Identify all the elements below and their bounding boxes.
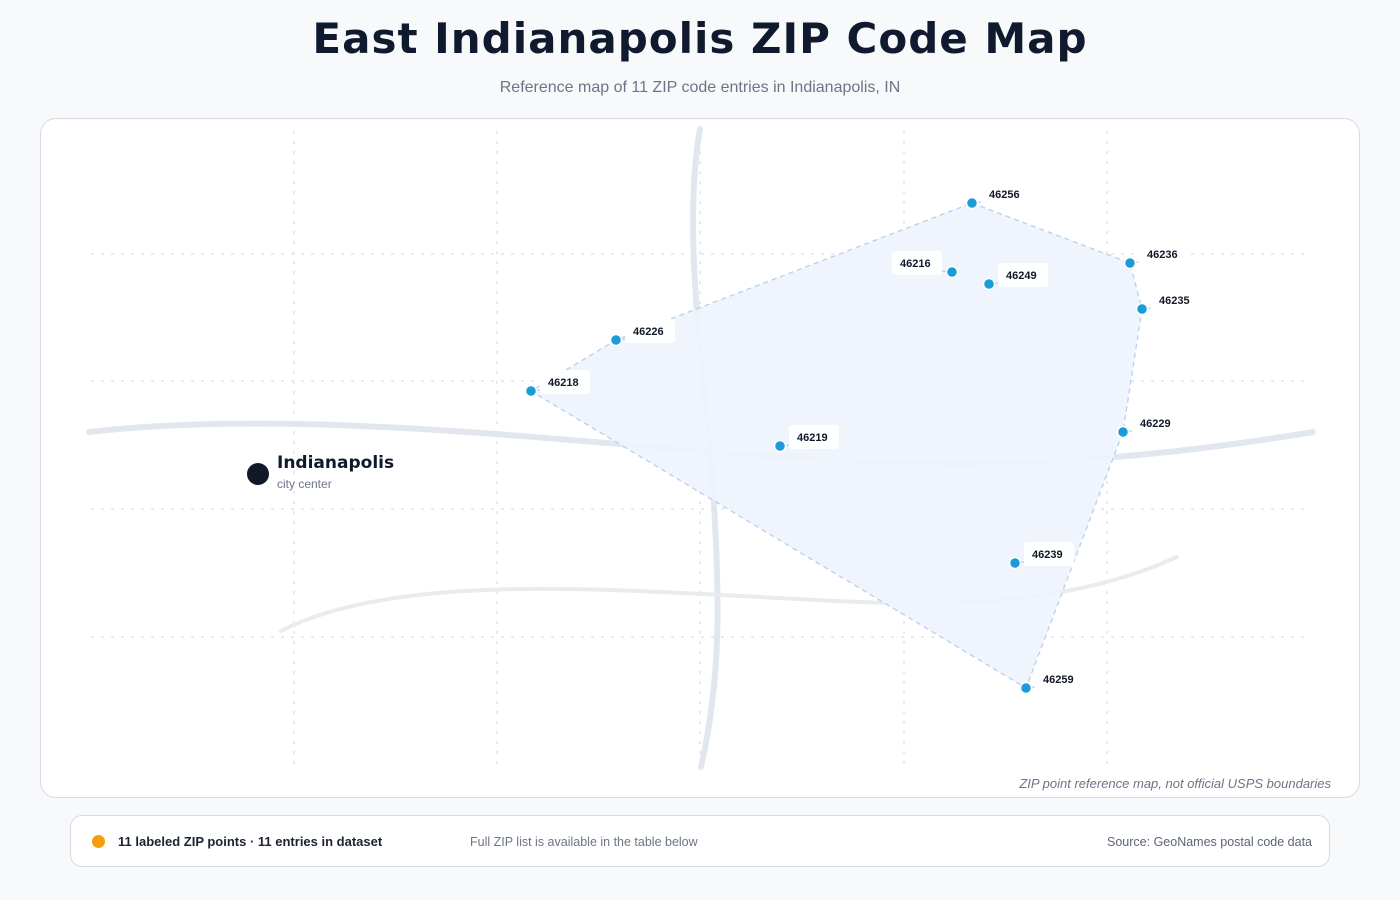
zip-label-box: [1035, 667, 1085, 691]
zip-label-box: [1024, 542, 1074, 566]
zip-label: 46236: [1147, 249, 1178, 261]
zip-point-marker: [965, 196, 979, 210]
map-canvas[interactable]: Indianapolis city center 46256 46236 46216…: [41, 119, 1359, 797]
zip-point-marker: [1135, 302, 1149, 316]
zip-point[interactable]: 46249: [982, 263, 1049, 291]
zip-point[interactable]: 46259: [1019, 667, 1086, 695]
zip-point-marker: [945, 265, 959, 279]
city-sub-label: city center: [277, 477, 332, 491]
zip-point-marker: [524, 384, 538, 398]
zip-label-box: [1151, 288, 1201, 312]
zip-label: 46218: [548, 377, 579, 389]
zip-label: 46219: [797, 432, 828, 444]
zip-point[interactable]: 46216: [892, 251, 959, 279]
zip-label: 46239: [1032, 549, 1063, 561]
zip-point-marker: [982, 277, 996, 291]
zip-label-box: [981, 182, 1031, 206]
zip-point[interactable]: 46235: [1135, 288, 1202, 316]
zip-label-box: [625, 319, 675, 343]
zip-label-box: [540, 370, 590, 394]
map-grid: [91, 131, 1309, 767]
data-source: Source: GeoNames postal code data: [1107, 835, 1312, 849]
zip-point[interactable]: 46236: [1123, 242, 1190, 270]
zip-point[interactable]: 46239: [1008, 542, 1075, 570]
zip-label: 46216: [900, 258, 931, 270]
zip-point-marker: [609, 333, 623, 347]
zip-point[interactable]: 46218: [524, 370, 591, 398]
legend-bar: 11 labeled ZIP points · 11 entries in da…: [70, 815, 1330, 867]
zip-label-box: [1139, 242, 1189, 266]
zip-point[interactable]: 46219: [773, 425, 840, 453]
legend-count-text: 11 labeled ZIP points · 11 entries in da…: [118, 834, 383, 849]
zip-point-marker: [1019, 681, 1033, 695]
zip-point-marker: [1116, 425, 1130, 439]
page-subtitle: Reference map of 11 ZIP code entries in …: [499, 79, 901, 96]
zip-point-marker: [1123, 256, 1137, 270]
zip-label: 46256: [989, 189, 1020, 201]
zip-label: 46249: [1006, 270, 1037, 282]
zip-label: 46229: [1140, 418, 1171, 430]
zip-points-layer: 46256 46236 46216 46249 46235 46226 46218 46219…: [524, 182, 1202, 695]
city-name-label: Indianapolis: [277, 453, 394, 473]
zip-label-box: [892, 251, 942, 275]
zip-label-box: [1132, 411, 1182, 435]
map-disclaimer: ZIP point reference map, not official US…: [1019, 776, 1331, 791]
city-marker-icon: [247, 463, 269, 485]
map-panel[interactable]: Indianapolis city center 46256 46236 46216…: [40, 118, 1360, 798]
zip-point[interactable]: 46229: [1116, 411, 1183, 439]
zip-label-box: [789, 425, 839, 449]
zip-label: 46259: [1043, 674, 1074, 686]
city-center-marker[interactable]: Indianapolis city center: [247, 453, 394, 491]
zip-point-marker: [773, 439, 787, 453]
zip-point-marker: [1008, 556, 1022, 570]
zip-label-box: [998, 263, 1048, 287]
zip-point[interactable]: 46226: [609, 319, 676, 347]
zip-label: 46226: [633, 326, 664, 338]
page-title: East Indianapolis ZIP Code Map: [312, 14, 1088, 63]
zip-point[interactable]: 46256: [965, 182, 1032, 210]
legend-dot-icon: [92, 835, 105, 848]
zip-label: 46235: [1159, 295, 1190, 307]
legend-note: Full ZIP list is available in the table …: [470, 835, 698, 849]
